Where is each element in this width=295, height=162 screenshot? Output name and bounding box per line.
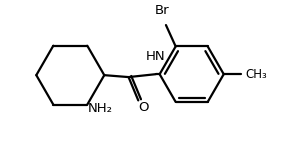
Text: HN: HN xyxy=(146,51,165,64)
Text: NH₂: NH₂ xyxy=(88,102,113,115)
Text: CH₃: CH₃ xyxy=(245,68,267,81)
Text: O: O xyxy=(138,101,148,114)
Text: Br: Br xyxy=(155,4,169,17)
